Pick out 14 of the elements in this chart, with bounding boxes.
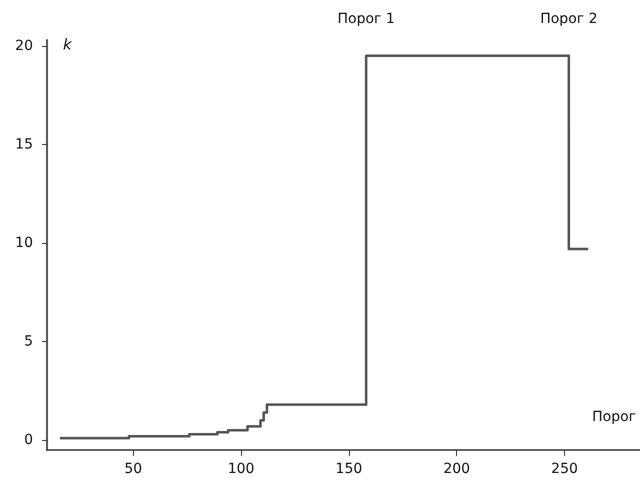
x-tick-label: 100 <box>228 461 254 477</box>
y-tick-label: 10 <box>15 235 33 252</box>
annotation: Порог 2 <box>540 10 598 27</box>
y-tick-label: 15 <box>15 136 33 152</box>
y-tick-label: 20 <box>15 38 33 54</box>
y-tick-label: 5 <box>24 334 33 350</box>
y-tick-label: 0 <box>24 432 33 448</box>
annotation: Порог 1 <box>338 10 395 27</box>
x-tick-label: 250 <box>551 461 578 477</box>
x-tick-label: 200 <box>443 461 470 477</box>
x-tick-label: 150 <box>336 461 362 477</box>
y-axis-title: k <box>63 35 73 54</box>
x-tick-label: 50 <box>124 461 142 477</box>
annotation: Порог <box>592 409 636 425</box>
